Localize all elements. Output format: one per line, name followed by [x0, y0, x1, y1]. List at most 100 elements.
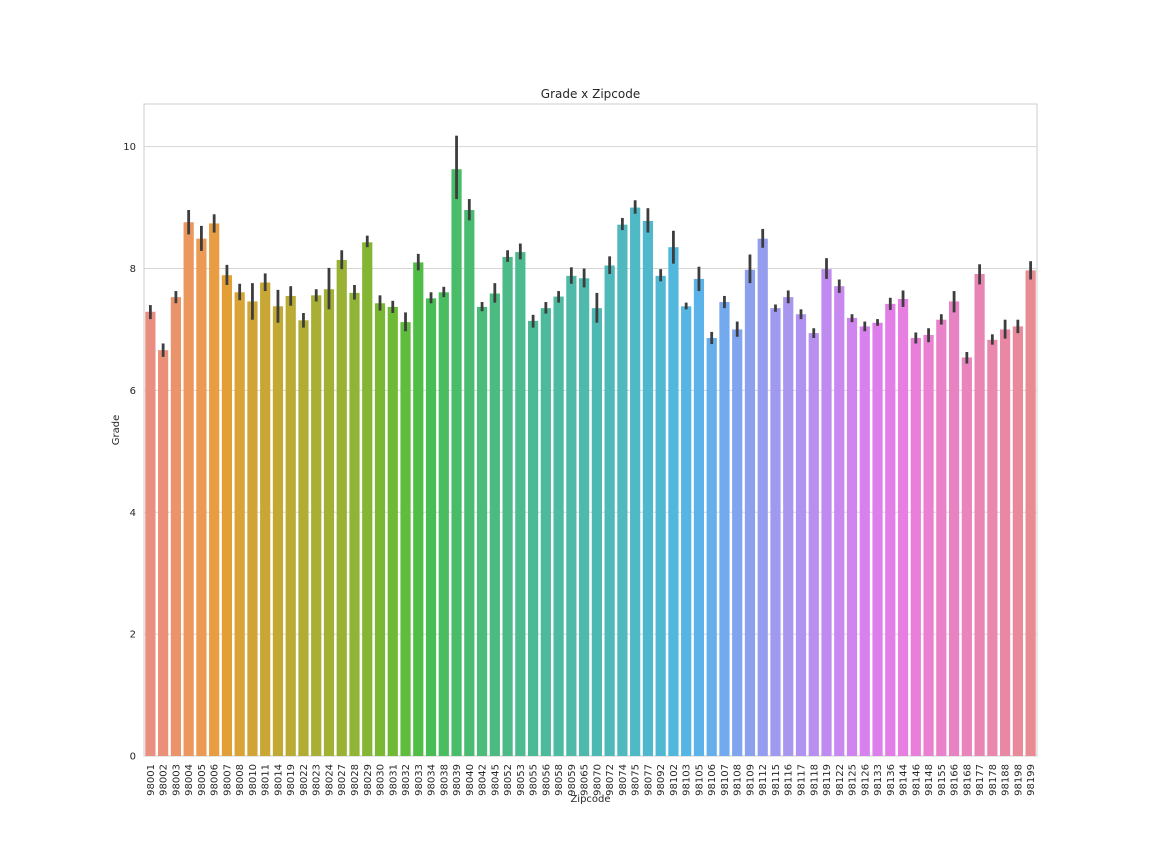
- x-tick-label: 98105: [694, 764, 705, 796]
- x-tick-label: 98168: [962, 764, 973, 796]
- y-tick-label: 2: [130, 630, 136, 641]
- bar-98144: [897, 298, 909, 756]
- x-tick-label: 98031: [388, 764, 399, 796]
- x-tick-label: 98027: [337, 764, 348, 796]
- x-tick-label: 98125: [848, 764, 859, 796]
- bar-98032: [400, 322, 411, 756]
- x-tick-label: 98109: [745, 764, 756, 796]
- y-tick-label: 0: [130, 752, 136, 763]
- x-tick-label: 98032: [401, 764, 412, 796]
- bar-98008: [234, 292, 245, 756]
- y-tick-label: 10: [123, 142, 136, 153]
- bar-98116: [783, 297, 794, 756]
- x-tick-label: 98116: [784, 764, 795, 796]
- bar-98014: [272, 306, 284, 756]
- bar-98198: [1012, 326, 1023, 756]
- x-tick-label: 98103: [682, 764, 693, 796]
- bar-98055: [527, 320, 539, 756]
- x-tick-label: 98077: [643, 764, 654, 796]
- bar-98065: [579, 278, 590, 756]
- x-tick-label: 98023: [312, 764, 323, 796]
- error-bars: [148, 135, 1033, 364]
- x-tick-label: 98102: [669, 764, 680, 796]
- bar-98028: [349, 292, 360, 756]
- x-tick-label: 98072: [605, 764, 616, 796]
- bar-98027: [336, 259, 347, 756]
- y-axis-label: Grade: [111, 415, 122, 446]
- bar-98133: [872, 322, 883, 756]
- bar-98118: [808, 333, 819, 756]
- x-tick-label: 98024: [324, 764, 335, 796]
- x-tick-label: 98119: [822, 764, 833, 796]
- bars: [145, 169, 1036, 757]
- x-tick-label: 98108: [733, 764, 744, 796]
- bar-98072: [604, 265, 615, 756]
- x-tick-label: 98065: [580, 764, 591, 796]
- bar-98122: [834, 286, 845, 756]
- bar-98070: [591, 308, 602, 756]
- x-tick-label: 98053: [516, 764, 527, 796]
- x-tick-label: 98070: [592, 764, 603, 796]
- x-tick-label: 98006: [210, 764, 221, 796]
- bar-98059: [566, 275, 577, 756]
- bar-98103: [681, 306, 692, 756]
- bar-98148: [923, 334, 934, 756]
- bar-98039: [451, 169, 462, 756]
- bar-98115: [770, 308, 781, 756]
- x-tick-label: 98148: [924, 764, 935, 796]
- bar-98092: [655, 275, 666, 756]
- bar-98010: [247, 301, 258, 756]
- x-tick-label: 98177: [975, 764, 986, 796]
- x-tick-label: 98030: [376, 764, 387, 796]
- x-tick-label: 98022: [299, 764, 310, 796]
- x-tick-label: 98136: [886, 764, 897, 796]
- bar-98052: [502, 256, 513, 756]
- bar-98107: [719, 302, 730, 756]
- bar-98001: [145, 311, 156, 756]
- bar-98112: [757, 238, 768, 757]
- bar-98033: [413, 262, 424, 756]
- x-tick-label: 98019: [286, 764, 297, 796]
- x-tick-label: 98034: [427, 764, 438, 796]
- bar-98031: [387, 306, 398, 756]
- x-tick-label: 98112: [758, 764, 769, 796]
- x-tick-label: 98039: [452, 764, 463, 796]
- x-tick-label: 98146: [911, 764, 922, 796]
- bar-98105: [693, 278, 705, 756]
- x-tick-label: 98028: [350, 764, 361, 796]
- x-tick-label: 98107: [720, 764, 731, 796]
- x-tick-label: 98126: [860, 764, 871, 796]
- y-tick-labels: 0 2 4 6 8 10: [123, 142, 136, 762]
- bar-98030: [374, 303, 386, 756]
- x-tick-label: 98117: [796, 764, 807, 796]
- bar-98002: [158, 350, 169, 756]
- x-tick-label: 98038: [439, 764, 450, 796]
- bar-98102: [668, 247, 679, 756]
- bar-98177: [974, 274, 985, 756]
- x-tick-label: 98133: [873, 764, 884, 796]
- bar-98058: [553, 296, 564, 756]
- bar-98136: [885, 303, 896, 756]
- x-tick-label: 98188: [1001, 764, 1012, 796]
- x-tick-label: 98056: [541, 764, 552, 796]
- bar-98188: [1000, 329, 1011, 756]
- x-tick-label: 98115: [771, 764, 782, 796]
- bar-98007: [221, 275, 233, 756]
- x-tick-label: 98011: [261, 764, 272, 796]
- bar-98045: [489, 293, 500, 756]
- bar-98004: [183, 222, 194, 757]
- bar-98056: [540, 308, 551, 756]
- bar-98125: [846, 317, 858, 756]
- bar-98199: [1025, 270, 1036, 756]
- x-tick-label: 98092: [656, 764, 667, 796]
- bar-98005: [196, 238, 207, 757]
- x-tick-label: 98074: [618, 764, 629, 796]
- bar-98034: [425, 298, 437, 756]
- bar-98166: [948, 301, 960, 756]
- x-tick-label: 98144: [899, 764, 910, 796]
- x-tick-label: 98199: [1026, 764, 1037, 796]
- x-tick-label: 98040: [465, 764, 476, 796]
- y-tick-label: 6: [130, 386, 136, 397]
- x-tick-label: 98001: [146, 764, 157, 796]
- x-tick-label: 98004: [184, 764, 195, 796]
